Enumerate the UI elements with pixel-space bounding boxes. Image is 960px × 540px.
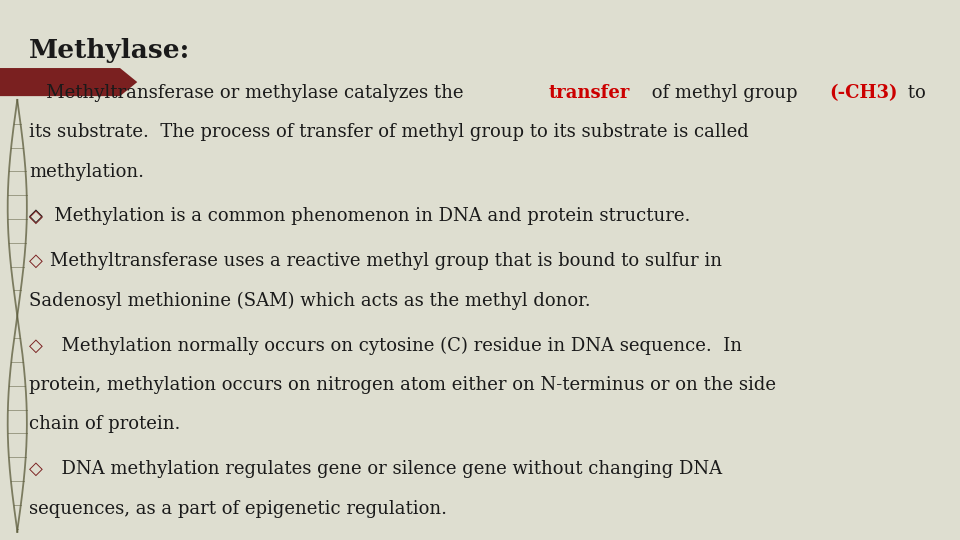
Text: Methylase:: Methylase: [29, 38, 190, 63]
Text: (-CH3): (-CH3) [829, 84, 899, 102]
Text: ◇: ◇ [29, 252, 42, 270]
Text: ◇  Methylation is a common phenomenon in DNA and protein structure.: ◇ Methylation is a common phenomenon in … [29, 207, 690, 225]
Text: Methyltransferase uses a reactive methyl group that is bound to sulfur in: Methyltransferase uses a reactive methyl… [51, 252, 723, 270]
Polygon shape [0, 68, 137, 96]
Text: ◇: ◇ [29, 207, 42, 225]
Text: chain of protein.: chain of protein. [29, 415, 180, 433]
Text: transfer: transfer [549, 84, 630, 102]
Text: DNA methylation regulates gene or silence gene without changing DNA: DNA methylation regulates gene or silenc… [51, 460, 723, 478]
Text: protein, methylation occurs on nitrogen atom either on N-terminus or on the side: protein, methylation occurs on nitrogen … [29, 376, 776, 394]
Text: sequences, as a part of epigenetic regulation.: sequences, as a part of epigenetic regul… [29, 500, 446, 517]
Text: Methylation normally occurs on cytosine (C) residue in DNA sequence.  In: Methylation normally occurs on cytosine … [51, 336, 742, 355]
Text: of methyl group: of methyl group [645, 84, 803, 102]
Text: methylation.: methylation. [29, 163, 144, 180]
Text: Methyltransferase or methylase catalyzes the: Methyltransferase or methylase catalyzes… [29, 84, 469, 102]
Text: to: to [902, 84, 926, 102]
Text: Sadenosyl methionine (SAM) which acts as the methyl donor.: Sadenosyl methionine (SAM) which acts as… [29, 292, 590, 310]
Text: its substrate.  The process of transfer of methyl group to its substrate is call: its substrate. The process of transfer o… [29, 123, 749, 141]
Text: ◇: ◇ [29, 460, 42, 478]
Text: ◇: ◇ [29, 336, 42, 354]
